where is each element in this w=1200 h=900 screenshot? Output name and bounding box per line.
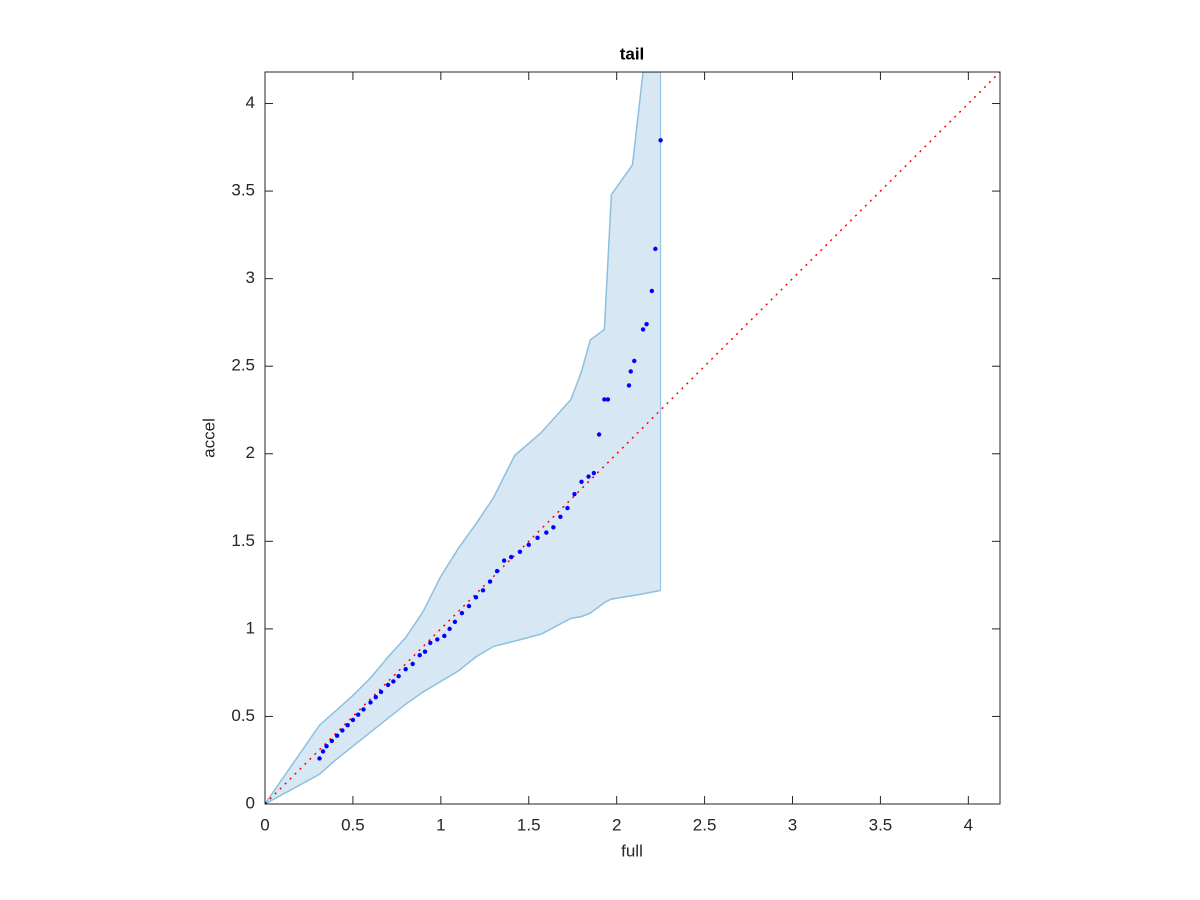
x-tick-label: 2 [612, 815, 621, 834]
y-tick-label: 0.5 [231, 706, 255, 725]
point [417, 652, 422, 658]
x-tick-label: 3 [788, 815, 797, 834]
point [640, 327, 646, 332]
point [473, 595, 479, 600]
point [658, 138, 663, 143]
point [378, 689, 384, 695]
reference-line [265, 72, 1000, 804]
point [345, 722, 350, 728]
x-tick-label: 3.5 [869, 815, 893, 834]
point [558, 514, 563, 520]
x-tick-label: 1.5 [517, 815, 541, 834]
band-edge [265, 72, 661, 804]
y-tick-label: 2 [246, 443, 255, 462]
y-tick-label: 2.5 [231, 356, 255, 375]
point [551, 525, 556, 530]
point [422, 649, 428, 654]
point [396, 673, 401, 679]
chart-title: tail [620, 44, 645, 63]
y-tick-label: 1.5 [231, 531, 255, 550]
point [632, 358, 637, 364]
y-tick-label: 1 [246, 618, 255, 637]
point [368, 700, 373, 705]
point [385, 682, 391, 688]
point [628, 369, 633, 374]
point [644, 321, 649, 327]
confidence-band [265, 72, 661, 804]
point [586, 474, 591, 479]
point [501, 558, 507, 563]
x-tick-label: 0.5 [341, 815, 365, 834]
point [487, 579, 493, 584]
point [508, 554, 514, 560]
point [579, 479, 584, 484]
x-tick-label: 0 [260, 815, 269, 834]
x-axis-label: full [621, 841, 643, 860]
point [605, 397, 611, 402]
point [350, 717, 356, 723]
point [480, 588, 486, 593]
x-tick-label: 2.5 [693, 815, 717, 834]
point [459, 610, 465, 616]
point [602, 397, 607, 402]
point [653, 246, 658, 252]
point [649, 288, 655, 294]
point [626, 383, 632, 388]
point [428, 640, 433, 646]
point [447, 626, 452, 632]
point [572, 491, 577, 497]
x-tick-label: 1 [436, 815, 445, 834]
point [466, 603, 472, 609]
plot-area [265, 72, 1000, 804]
y-tick-label: 3 [246, 268, 255, 287]
point [334, 733, 340, 738]
y-tick-label: 3.5 [231, 181, 255, 200]
point [340, 728, 345, 733]
point [324, 744, 329, 749]
point [596, 432, 602, 437]
point [329, 738, 335, 744]
point [494, 568, 500, 574]
y-tick-label: 0 [246, 793, 255, 812]
point [265, 801, 268, 804]
point [517, 549, 523, 555]
point [442, 633, 447, 639]
point [591, 470, 597, 476]
point [355, 712, 361, 717]
y-tick-label: 4 [246, 93, 255, 112]
x-tick-label: 4 [964, 815, 973, 834]
axes-box [264, 71, 1001, 805]
point [403, 666, 408, 672]
point [410, 661, 415, 667]
y-axis-label: accel [199, 418, 218, 458]
band-edge [265, 589, 661, 804]
point [373, 694, 378, 700]
point [565, 505, 570, 511]
point [317, 756, 322, 761]
point [361, 707, 366, 712]
point [526, 542, 531, 548]
point [535, 535, 540, 541]
point [435, 637, 440, 642]
point [320, 749, 326, 754]
point [544, 530, 549, 535]
point [452, 619, 458, 625]
point [391, 679, 396, 684]
